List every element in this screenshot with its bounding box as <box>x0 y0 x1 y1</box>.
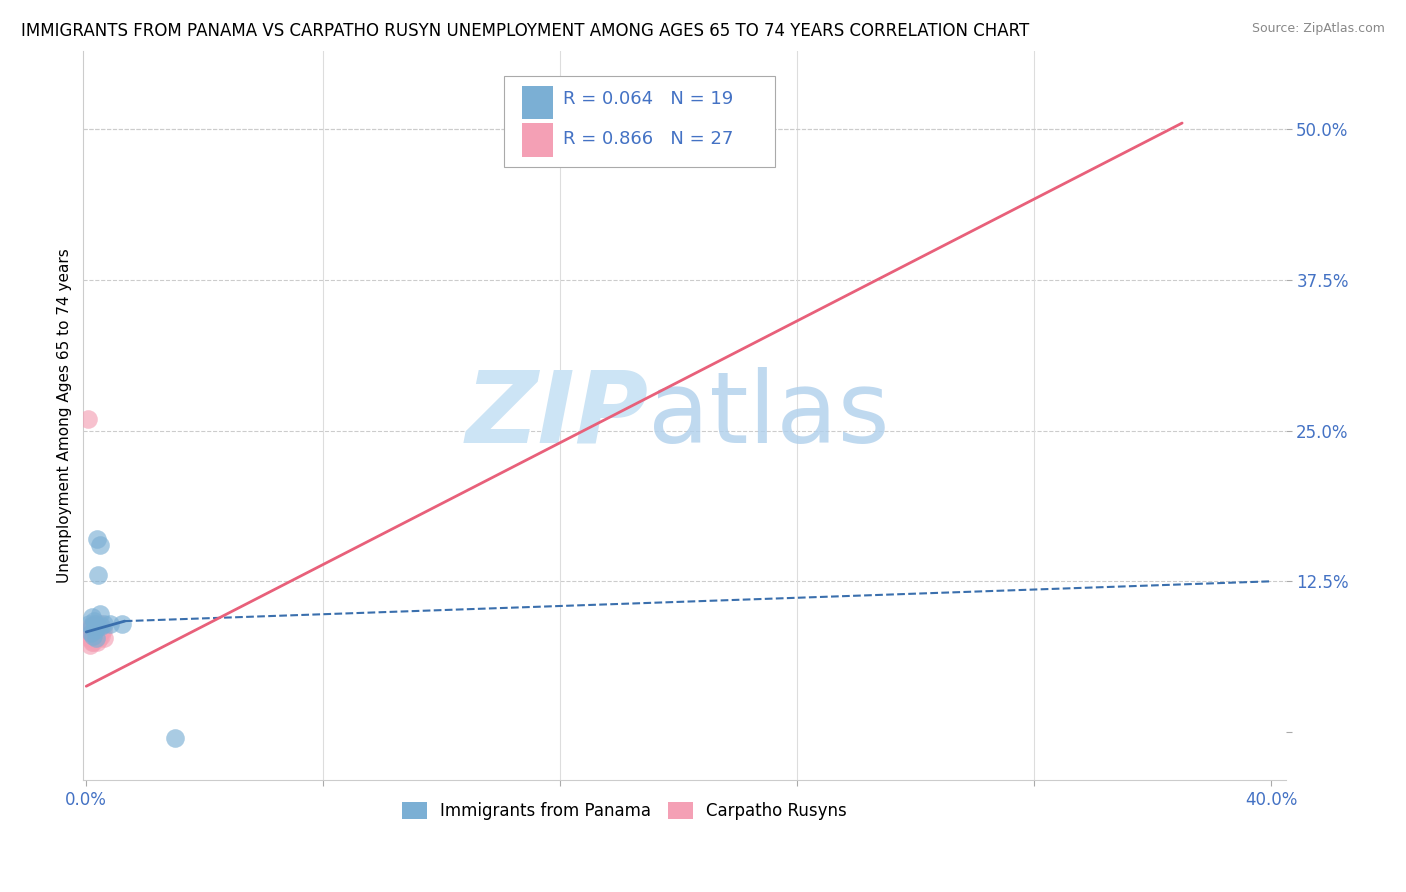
Point <box>83 626 105 640</box>
Point <box>82 619 104 633</box>
Point <box>86 626 108 640</box>
Point <box>77 616 100 631</box>
Point <box>84 631 107 645</box>
Point <box>83 616 105 631</box>
Point <box>82 619 104 633</box>
Text: R = 0.866   N = 27: R = 0.866 N = 27 <box>562 129 734 147</box>
Point <box>77 631 100 645</box>
Legend: Immigrants from Panama, Carpatho Rusyns: Immigrants from Panama, Carpatho Rusyns <box>395 795 853 827</box>
Y-axis label: Unemployment Among Ages 65 to 74 years: Unemployment Among Ages 65 to 74 years <box>58 248 72 582</box>
Point <box>93 616 115 631</box>
Point <box>82 631 104 645</box>
Point <box>86 634 108 648</box>
Point <box>90 619 112 633</box>
Point <box>80 629 103 643</box>
Point <box>84 623 107 637</box>
Point <box>80 626 103 640</box>
Point <box>91 623 114 637</box>
Point <box>98 616 121 631</box>
Point <box>86 568 108 582</box>
Point <box>165 731 187 745</box>
Point <box>80 634 103 648</box>
Point <box>87 631 110 645</box>
Point <box>89 626 111 640</box>
Point <box>84 629 107 643</box>
Point <box>93 631 115 645</box>
Point <box>82 634 104 648</box>
Point <box>77 626 100 640</box>
Point <box>89 538 111 552</box>
Point <box>83 619 105 633</box>
Text: ZIP: ZIP <box>465 367 648 464</box>
Point <box>80 610 103 624</box>
Point <box>89 616 111 631</box>
Point <box>89 607 111 621</box>
Point <box>82 626 104 640</box>
Point <box>111 616 134 631</box>
Point <box>79 623 101 637</box>
Point <box>83 614 105 628</box>
Point <box>80 619 103 633</box>
Text: atlas: atlas <box>648 367 890 464</box>
Point <box>87 619 110 633</box>
Point <box>76 411 98 425</box>
FancyBboxPatch shape <box>505 76 775 168</box>
Point <box>84 616 107 631</box>
Point <box>90 629 112 643</box>
Point <box>79 638 101 652</box>
Point <box>87 619 110 633</box>
Point <box>86 532 108 546</box>
Text: R = 0.064   N = 19: R = 0.064 N = 19 <box>562 90 734 108</box>
FancyBboxPatch shape <box>522 86 554 119</box>
Text: IMMIGRANTS FROM PANAMA VS CARPATHO RUSYN UNEMPLOYMENT AMONG AGES 65 TO 74 YEARS : IMMIGRANTS FROM PANAMA VS CARPATHO RUSYN… <box>21 22 1029 40</box>
Point <box>83 623 105 637</box>
FancyBboxPatch shape <box>522 123 554 157</box>
Text: Source: ZipAtlas.com: Source: ZipAtlas.com <box>1251 22 1385 36</box>
Point <box>82 629 104 643</box>
Point <box>80 626 103 640</box>
